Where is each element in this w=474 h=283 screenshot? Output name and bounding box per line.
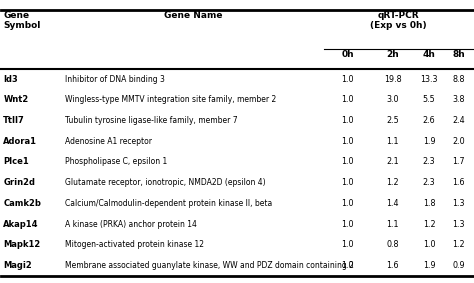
Text: 1.6: 1.6 bbox=[452, 178, 465, 187]
Text: 1.2: 1.2 bbox=[386, 178, 399, 187]
Text: 3.0: 3.0 bbox=[386, 95, 399, 104]
Text: 0h: 0h bbox=[341, 50, 354, 59]
Text: 1.0: 1.0 bbox=[341, 157, 354, 166]
Text: Glutamate receptor, ionotropic, NMDA2D (epsilon 4): Glutamate receptor, ionotropic, NMDA2D (… bbox=[64, 178, 265, 187]
Text: Adenosine A1 receptor: Adenosine A1 receptor bbox=[64, 137, 152, 146]
Text: Magi2: Magi2 bbox=[3, 261, 32, 270]
Text: A kinase (PRKA) anchor protein 14: A kinase (PRKA) anchor protein 14 bbox=[64, 220, 196, 229]
Text: qRT-PCR
(Exp vs 0h): qRT-PCR (Exp vs 0h) bbox=[370, 11, 427, 30]
Text: 1.0: 1.0 bbox=[341, 137, 354, 146]
Text: 1.2: 1.2 bbox=[452, 240, 465, 249]
Text: Plce1: Plce1 bbox=[3, 157, 29, 166]
Text: Camk2b: Camk2b bbox=[3, 199, 41, 208]
Text: 4h: 4h bbox=[423, 50, 436, 59]
Text: 8.8: 8.8 bbox=[452, 74, 465, 83]
Text: Wingless-type MMTV integration site family, member 2: Wingless-type MMTV integration site fami… bbox=[64, 95, 276, 104]
Text: 19.8: 19.8 bbox=[383, 74, 401, 83]
Text: Adora1: Adora1 bbox=[3, 137, 37, 146]
Text: Phospholipase C, epsilon 1: Phospholipase C, epsilon 1 bbox=[64, 157, 167, 166]
Text: Akap14: Akap14 bbox=[3, 220, 39, 229]
Text: Wnt2: Wnt2 bbox=[3, 95, 28, 104]
Text: 1.0: 1.0 bbox=[341, 261, 354, 270]
Text: Tubulin tyrosine ligase-like family, member 7: Tubulin tyrosine ligase-like family, mem… bbox=[64, 116, 237, 125]
Text: 1.0: 1.0 bbox=[341, 74, 354, 83]
Text: 5.5: 5.5 bbox=[423, 95, 436, 104]
Text: 13.3: 13.3 bbox=[420, 74, 438, 83]
Text: 1.0: 1.0 bbox=[341, 116, 354, 125]
Text: 1.4: 1.4 bbox=[386, 199, 399, 208]
Text: 2.4: 2.4 bbox=[452, 116, 465, 125]
Text: 1.1: 1.1 bbox=[386, 220, 399, 229]
Text: Grin2d: Grin2d bbox=[3, 178, 35, 187]
Text: 1.9: 1.9 bbox=[423, 261, 435, 270]
Text: 2.1: 2.1 bbox=[386, 157, 399, 166]
Text: 0.9: 0.9 bbox=[452, 261, 465, 270]
Text: 1.0: 1.0 bbox=[341, 220, 354, 229]
Text: 1.9: 1.9 bbox=[423, 137, 435, 146]
Text: 1.2: 1.2 bbox=[423, 220, 435, 229]
Text: 2.6: 2.6 bbox=[423, 116, 435, 125]
Text: 1.0: 1.0 bbox=[341, 199, 354, 208]
Text: 2.5: 2.5 bbox=[386, 116, 399, 125]
Text: 8h: 8h bbox=[452, 50, 465, 59]
Text: Inhibitor of DNA binding 3: Inhibitor of DNA binding 3 bbox=[64, 74, 164, 83]
Text: 1.7: 1.7 bbox=[452, 157, 465, 166]
Text: 2.3: 2.3 bbox=[423, 178, 435, 187]
Text: 1.6: 1.6 bbox=[386, 261, 399, 270]
Text: 0.8: 0.8 bbox=[386, 240, 399, 249]
Text: 1.8: 1.8 bbox=[423, 199, 435, 208]
Text: Id3: Id3 bbox=[3, 74, 18, 83]
Text: Gene
Symbol: Gene Symbol bbox=[3, 11, 41, 30]
Text: 1.1: 1.1 bbox=[386, 137, 399, 146]
Text: 1.0: 1.0 bbox=[341, 178, 354, 187]
Text: Calcium/Calmodulin-dependent protein kinase II, beta: Calcium/Calmodulin-dependent protein kin… bbox=[64, 199, 272, 208]
Text: Ttll7: Ttll7 bbox=[3, 116, 25, 125]
Text: 1.3: 1.3 bbox=[452, 199, 465, 208]
Text: 3.8: 3.8 bbox=[452, 95, 465, 104]
Text: 1.0: 1.0 bbox=[341, 240, 354, 249]
Text: 2.3: 2.3 bbox=[423, 157, 435, 166]
Text: 2.0: 2.0 bbox=[452, 137, 465, 146]
Text: 1.3: 1.3 bbox=[452, 220, 465, 229]
Text: Mapk12: Mapk12 bbox=[3, 240, 40, 249]
Text: Membrane associated guanylate kinase, WW and PDZ domain containing 2: Membrane associated guanylate kinase, WW… bbox=[64, 261, 354, 270]
Text: 1.0: 1.0 bbox=[423, 240, 435, 249]
Text: Mitogen-activated protein kinase 12: Mitogen-activated protein kinase 12 bbox=[64, 240, 203, 249]
Text: Gene Name: Gene Name bbox=[164, 11, 223, 20]
Text: 2h: 2h bbox=[386, 50, 399, 59]
Text: 1.0: 1.0 bbox=[341, 95, 354, 104]
